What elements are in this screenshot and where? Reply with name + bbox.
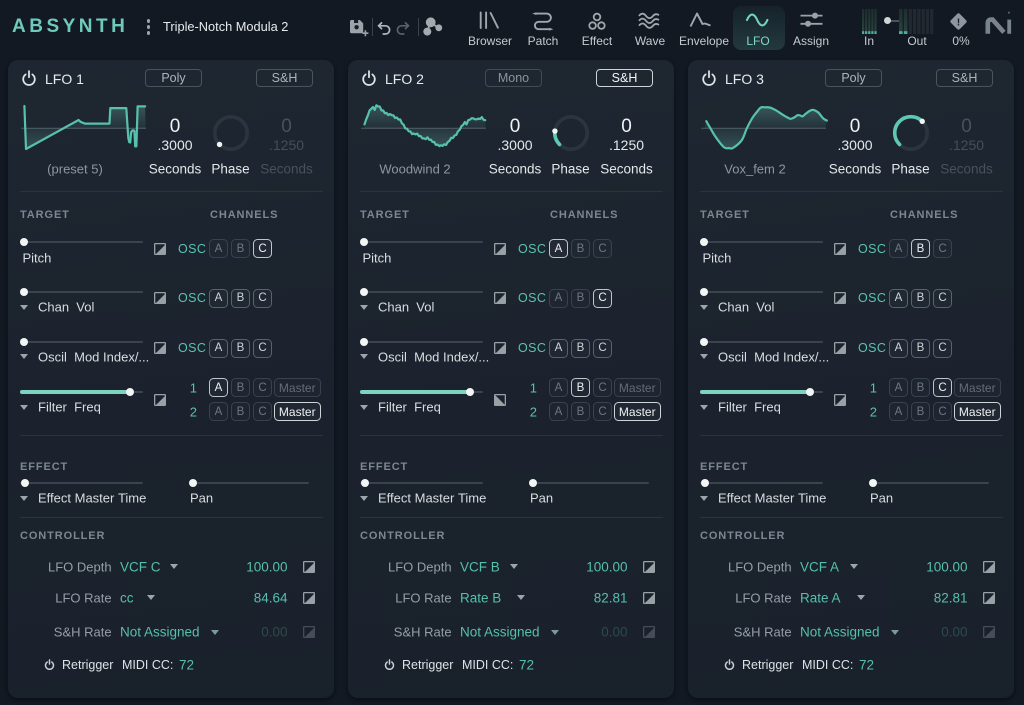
svg-text:!: !	[957, 16, 961, 28]
